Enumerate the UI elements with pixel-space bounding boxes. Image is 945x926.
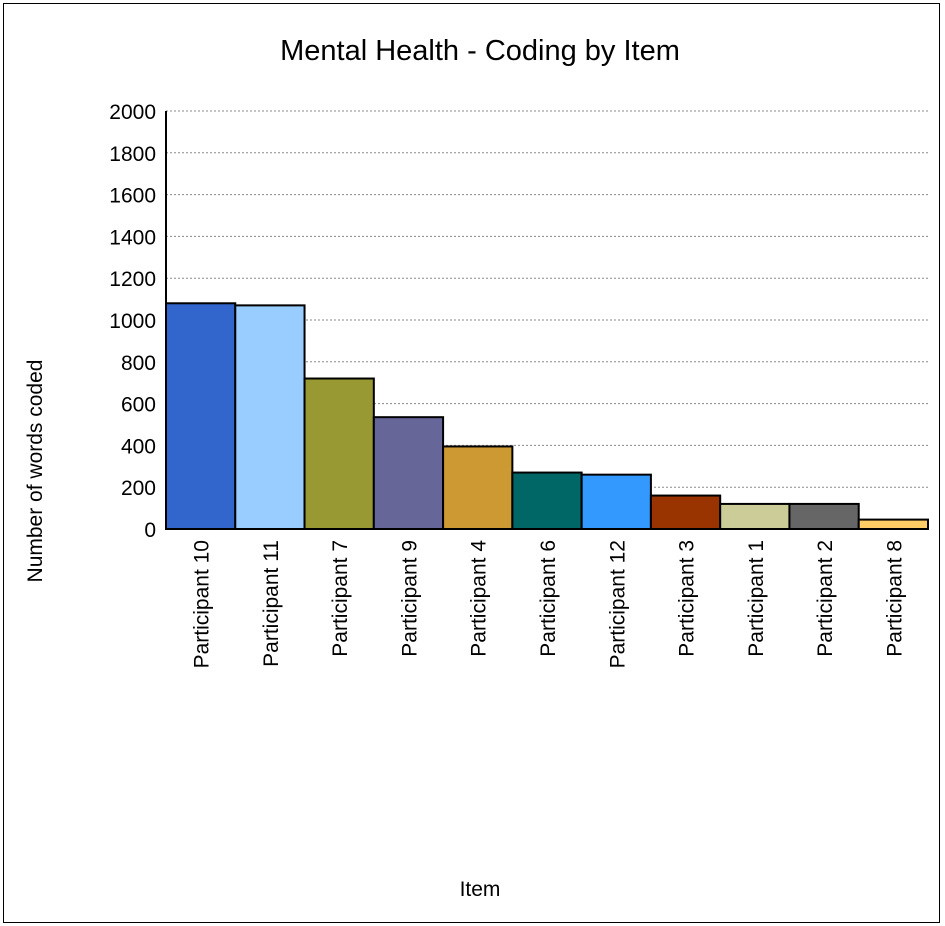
y-tick-label: 400: [121, 435, 156, 458]
x-tick-label: Participant 3: [676, 540, 699, 657]
x-tick-label: Participant 1: [745, 540, 768, 657]
x-tick-label: Participant 10: [191, 540, 214, 668]
y-tick-labels: 0 200 400 600 800 1000 1200 1400 1600 1800 2000: [109, 101, 156, 542]
bar: [303, 377, 375, 530]
y-tick-label: 1200: [109, 268, 156, 291]
x-tick-label: Participant 11: [260, 540, 283, 667]
bar: [511, 471, 583, 531]
bar: [234, 304, 306, 530]
bar: [788, 502, 860, 531]
y-tick-label: 200: [121, 477, 156, 500]
y-axis-title: Number of words coded: [24, 360, 47, 583]
chart-title: Mental Health - Coding by Item: [280, 35, 680, 67]
x-tick-label: Participant 8: [883, 540, 906, 657]
y-tick-label: 1000: [109, 310, 156, 333]
bar: [372, 416, 445, 530]
bars: [165, 302, 930, 531]
bar: [442, 445, 514, 531]
y-tick-label: 600: [121, 394, 156, 417]
bar: [719, 502, 791, 531]
x-tick-label: Participant 6: [537, 540, 560, 657]
y-tick-label: 1600: [109, 185, 156, 208]
bar: [649, 494, 722, 530]
bar: [165, 302, 237, 530]
y-tick-label: 0: [144, 519, 156, 542]
x-tick-label: Participant 12: [606, 540, 629, 668]
x-tick-label: Participant 4: [468, 540, 491, 657]
x-tick-labels: Participant 10 Participant 11 Participant …: [191, 540, 907, 669]
x-tick-label: Participant 2: [814, 540, 837, 657]
y-tick-label: 1400: [109, 226, 156, 249]
bar: [580, 473, 652, 531]
bar: [857, 518, 930, 530]
y-tick-label: 2000: [109, 101, 156, 124]
y-tick-label: 800: [121, 352, 156, 375]
x-tick-label: Participant 9: [398, 540, 421, 657]
x-axis-title: Item: [460, 878, 501, 901]
x-tick-label: Participant 7: [329, 540, 352, 657]
y-tick-label: 1800: [109, 143, 156, 166]
